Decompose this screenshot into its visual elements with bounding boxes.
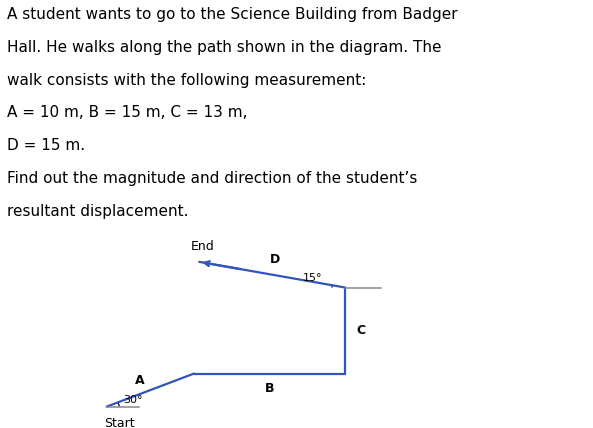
Text: Find out the magnitude and direction of the student’s: Find out the magnitude and direction of … (7, 171, 417, 186)
Text: A student wants to go to the Science Building from Badger: A student wants to go to the Science Bui… (7, 7, 458, 22)
Text: End: End (190, 240, 214, 253)
Text: C: C (356, 324, 365, 337)
Text: Start: Start (104, 417, 135, 428)
Text: 15°: 15° (302, 273, 322, 283)
Text: 30°: 30° (123, 395, 143, 405)
Text: B: B (265, 382, 275, 395)
Text: walk consists with the following measurement:: walk consists with the following measure… (7, 73, 366, 88)
Text: D: D (270, 253, 280, 266)
Text: A: A (135, 374, 145, 387)
Text: A = 10 m, B = 15 m, C = 13 m,: A = 10 m, B = 15 m, C = 13 m, (7, 105, 248, 121)
Text: D = 15 m.: D = 15 m. (7, 138, 85, 153)
Text: resultant displacement.: resultant displacement. (7, 204, 189, 219)
Text: Hall. He walks along the path shown in the diagram. The: Hall. He walks along the path shown in t… (7, 40, 442, 55)
